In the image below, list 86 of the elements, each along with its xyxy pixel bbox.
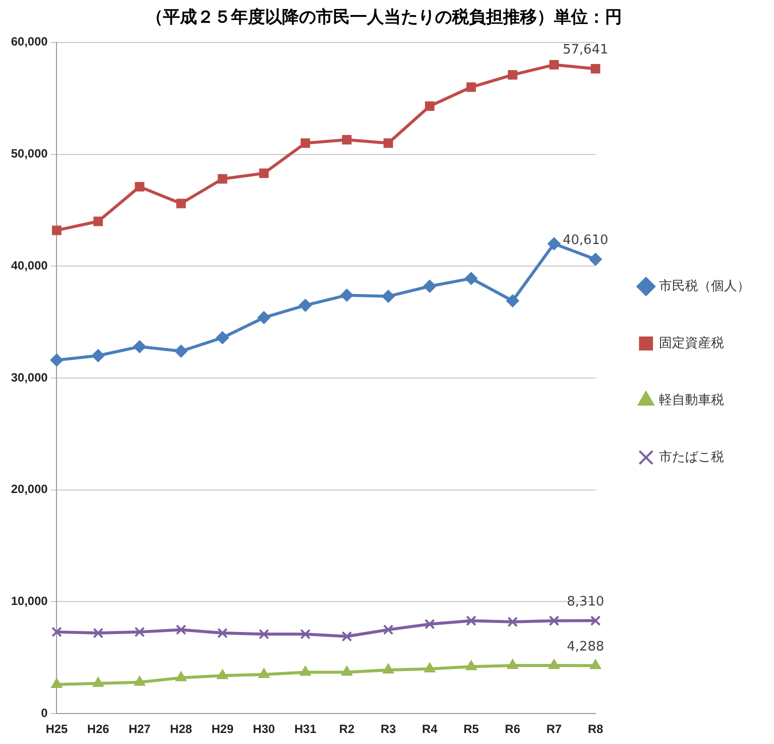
point <box>92 628 104 638</box>
y-tick-label: 40,000 <box>11 258 48 272</box>
chart-title: （平成２５年度以降の市民一人当たりの税負担推移）単位：円 <box>146 8 622 28</box>
point <box>424 662 436 672</box>
x-tick-label: H28 <box>170 722 192 736</box>
x-tick-label: R7 <box>546 722 562 736</box>
point <box>174 344 188 358</box>
point <box>342 631 352 642</box>
x-tick-label: H26 <box>87 722 110 736</box>
legend-label: 市たばこ税 <box>659 450 724 465</box>
point <box>506 659 518 669</box>
x-tick-label: H29 <box>211 722 234 736</box>
data-label: 4,288 <box>566 640 604 655</box>
point <box>466 82 476 92</box>
data-label: 40,610 <box>562 233 608 248</box>
point <box>506 294 520 308</box>
point <box>507 616 518 628</box>
point <box>590 659 602 670</box>
x-tick-label: R8 <box>588 722 604 736</box>
x-tick-label: R6 <box>504 722 521 736</box>
point <box>51 678 62 688</box>
point <box>465 660 477 670</box>
point <box>340 288 354 302</box>
point <box>216 331 229 344</box>
point <box>216 669 228 680</box>
point <box>383 624 394 635</box>
y-tick-label: 60,000 <box>11 34 48 49</box>
point <box>590 64 600 74</box>
point <box>134 676 146 686</box>
point <box>549 60 559 70</box>
point <box>258 668 270 678</box>
point <box>92 676 104 687</box>
point <box>52 226 62 236</box>
point <box>300 138 310 148</box>
point <box>50 354 64 367</box>
x-tick-label: R4 <box>422 722 438 736</box>
point <box>466 616 476 626</box>
point <box>589 252 602 266</box>
point <box>176 198 186 208</box>
point <box>548 616 560 626</box>
point <box>300 628 311 640</box>
point <box>133 340 146 354</box>
point <box>342 134 352 144</box>
x-tick-label: R2 <box>339 722 355 736</box>
legend-label: 市民税（個人） <box>659 278 750 294</box>
x-tick-label: R5 <box>463 722 480 736</box>
point <box>508 70 518 80</box>
point <box>341 666 353 676</box>
point <box>176 624 186 635</box>
x-tick-label: R3 <box>380 722 396 736</box>
point <box>464 272 478 285</box>
point <box>423 280 436 293</box>
point <box>382 290 395 303</box>
point <box>424 618 435 630</box>
data-label: 8,310 <box>566 594 604 610</box>
y-tick-label: 10,000 <box>11 594 48 608</box>
x-tick-label: H27 <box>128 722 151 736</box>
x-tick-label: H30 <box>252 722 276 736</box>
point <box>134 182 144 192</box>
x-tick-label: H31 <box>294 722 317 736</box>
legend-label: 軽自動車税 <box>659 392 724 408</box>
y-tick-label: 0 <box>41 706 48 720</box>
point <box>134 626 145 638</box>
point <box>590 615 601 626</box>
y-tick-label: 30,000 <box>11 370 48 384</box>
x-tick-label: H25 <box>46 722 68 736</box>
point <box>259 168 269 178</box>
point <box>298 298 312 312</box>
point <box>548 659 560 669</box>
point <box>92 349 105 362</box>
point <box>51 626 62 638</box>
point <box>384 138 394 148</box>
point <box>382 663 394 674</box>
point <box>300 666 312 676</box>
point <box>217 628 228 638</box>
point <box>424 101 434 111</box>
legend-label: 固定資産税 <box>659 334 724 351</box>
point <box>218 174 228 184</box>
point <box>175 671 187 682</box>
point <box>548 237 561 250</box>
y-tick-label: 50,000 <box>11 146 48 161</box>
point <box>93 216 103 226</box>
point <box>258 628 270 640</box>
y-tick-label: 20,000 <box>11 482 48 496</box>
point <box>257 311 270 324</box>
data-label: 57,641 <box>562 42 608 58</box>
